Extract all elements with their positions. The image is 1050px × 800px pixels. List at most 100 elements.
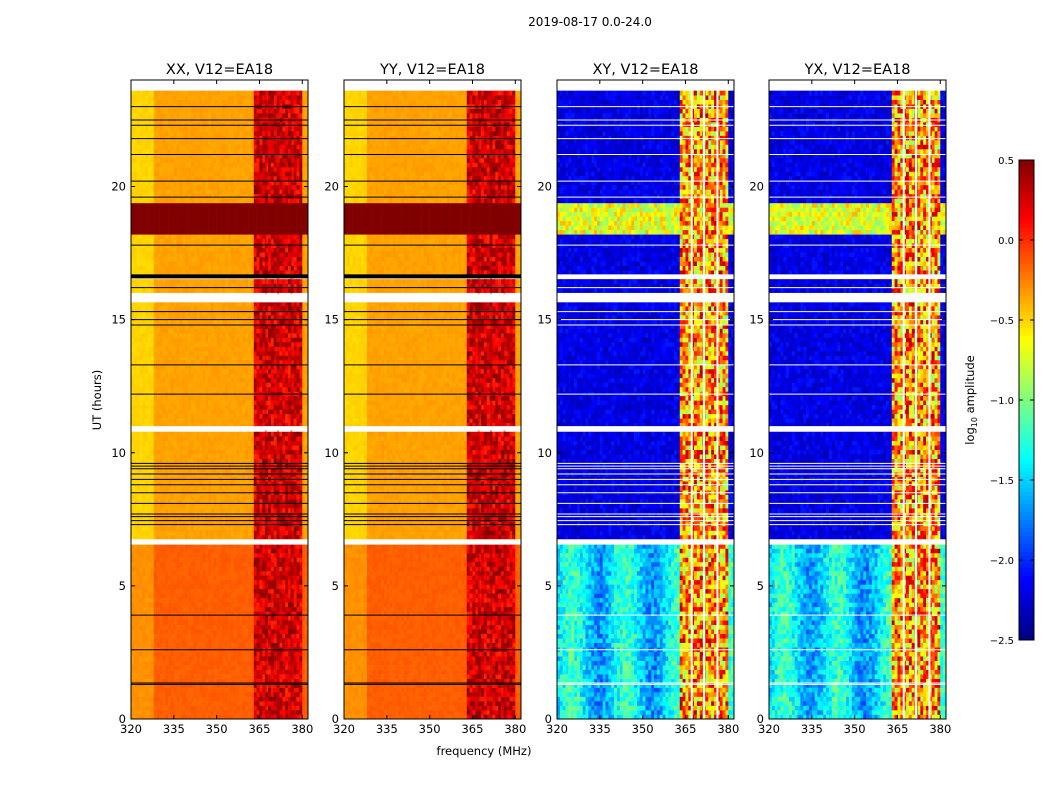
panel-3: YX, V12=EA18 320 335 350 365 380 0 5 10 15 20 <box>749 62 951 736</box>
colorbar-cell <box>1019 336 1034 341</box>
colorbar-cell <box>1019 476 1034 481</box>
colorbar-tick-label: 0.0 <box>998 236 1014 247</box>
x-tick-label: 380 <box>929 722 951 736</box>
colorbar-cell <box>1019 612 1034 617</box>
colorbar-cell <box>1019 284 1034 289</box>
colorbar-cell <box>1019 624 1034 629</box>
colorbar-tick-label: 0.5 <box>998 156 1014 167</box>
colorbar-cell <box>1019 424 1034 429</box>
colorbar-cell <box>1019 632 1034 637</box>
x-tick-label: 365 <box>674 722 696 736</box>
colorbar-cell <box>1019 384 1034 389</box>
colorbar-cell <box>1019 620 1034 625</box>
y-tick-label: 0 <box>332 712 339 726</box>
colorbar-cell <box>1019 516 1034 521</box>
panel-frame <box>343 79 522 720</box>
colorbar-cell <box>1019 604 1034 609</box>
colorbar-cell <box>1019 444 1034 449</box>
colorbar-cell <box>1019 236 1034 241</box>
x-tick-label: 380 <box>717 722 739 736</box>
colorbar-cell <box>1019 564 1034 569</box>
x-tick-label: 320 <box>758 722 780 736</box>
y-tick-label: 10 <box>324 446 339 460</box>
figure-title: 2019-08-17 0.0-24.0 <box>528 15 652 29</box>
colorbar-cell <box>1019 220 1034 225</box>
colorbar-cell <box>1019 204 1034 209</box>
flagged-gap <box>344 539 521 545</box>
y-tick-label: 15 <box>537 313 552 327</box>
colorbar-cell <box>1019 160 1034 165</box>
rfi-channel-gap <box>915 90 918 719</box>
panel-title: YY, V12=EA18 <box>379 62 485 78</box>
colorbar-cell <box>1019 268 1034 273</box>
panel-title: XY, V12=EA18 <box>592 62 698 78</box>
colorbar-cell <box>1019 524 1034 529</box>
colorbar-cell <box>1019 276 1034 281</box>
flagged-gap <box>344 294 521 303</box>
colorbar-cell <box>1019 400 1034 405</box>
colorbar-cell <box>1019 316 1034 321</box>
colorbar-cell <box>1019 600 1034 605</box>
colorbar-cell <box>1019 364 1034 369</box>
colorbar-cell <box>1019 496 1034 501</box>
colorbar-cell <box>1019 460 1034 465</box>
heatmap-cells <box>557 90 735 720</box>
colorbar-cell <box>1019 576 1034 581</box>
colorbar-cell <box>1019 188 1034 193</box>
x-tick-label: 350 <box>844 722 866 736</box>
x-tick-label: 335 <box>589 722 611 736</box>
colorbar-cell <box>1019 432 1034 437</box>
colorbar-cell <box>1019 360 1034 365</box>
colorbar-tick-label: −2.0 <box>990 556 1014 567</box>
x-tick-label: 350 <box>419 722 441 736</box>
x-tick-label: 365 <box>886 722 908 736</box>
flagged-gap <box>131 426 308 431</box>
x-tick-label: 350 <box>632 722 654 736</box>
colorbar-cell <box>1019 272 1034 277</box>
x-tick-label: 320 <box>546 722 568 736</box>
colorbar-tick-label: −0.5 <box>990 316 1014 327</box>
flagged-gap <box>131 539 308 545</box>
colorbar-cell <box>1019 264 1034 269</box>
flagged-gap <box>557 539 734 545</box>
colorbar-cell <box>1019 256 1034 261</box>
colorbar-cell <box>1019 452 1034 457</box>
colorbar-cell <box>1019 260 1034 265</box>
colorbar-cell <box>1019 180 1034 185</box>
x-tick-label: 335 <box>376 722 398 736</box>
colorbar-cell <box>1019 436 1034 441</box>
colorbar-cell <box>1019 532 1034 537</box>
colorbar-cell <box>1019 540 1034 545</box>
colorbar-cell <box>1019 456 1034 461</box>
y-tick-label: 10 <box>111 446 126 460</box>
x-tick-label: 380 <box>291 722 313 736</box>
colorbar-cell <box>1019 348 1034 353</box>
rfi-channel-gap <box>490 90 493 719</box>
y-tick-label: 10 <box>749 446 764 460</box>
colorbar: 0.5 0.0 −0.5 −1.0 −1.5 −2.0 −2.5 log10 amplitud… <box>963 156 1035 647</box>
colorbar-tick-label: −2.5 <box>990 636 1014 647</box>
colorbar-cell <box>1019 448 1034 453</box>
colorbar-cell <box>1019 312 1034 317</box>
colorbar-cell <box>1019 324 1034 329</box>
y-tick-label: 10 <box>537 446 552 460</box>
colorbar-cell <box>1019 388 1034 393</box>
x-axis-label: frequency (MHz) <box>437 744 532 758</box>
colorbar-cell <box>1019 228 1034 233</box>
y-tick-label: 0 <box>757 712 764 726</box>
rfi-channel-gap <box>277 90 280 719</box>
colorbar-cell <box>1019 392 1034 397</box>
colorbar-cell <box>1019 356 1034 361</box>
flagged-gap <box>344 426 521 431</box>
flagged-gap <box>557 426 734 431</box>
colorbar-cell <box>1019 500 1034 505</box>
rfi-channel-gap <box>716 90 719 719</box>
colorbar-cell <box>1019 368 1034 373</box>
colorbar-cell <box>1019 572 1034 577</box>
colorbar-cell <box>1019 164 1034 169</box>
flagged-gap <box>344 274 521 279</box>
x-tick-label: 380 <box>504 722 526 736</box>
colorbar-cell <box>1019 376 1034 381</box>
colorbar-cell <box>1019 440 1034 445</box>
